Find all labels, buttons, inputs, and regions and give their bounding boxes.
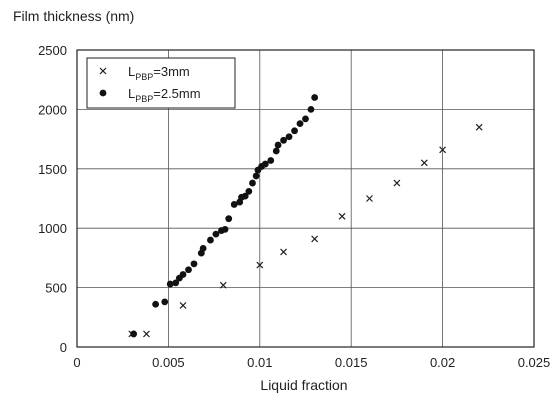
cross-point [219, 281, 227, 289]
cross-point [439, 146, 447, 154]
dot-point [280, 136, 287, 144]
y-axis-title: Film thickness (nm) [13, 8, 134, 24]
y-tick-label: 500 [45, 281, 67, 296]
dot-point [230, 201, 238, 208]
dot-point [185, 266, 192, 274]
cross-point [366, 195, 373, 202]
x-tick-label: 0.01 [247, 355, 272, 370]
legend-cross-marker [99, 67, 107, 75]
cross-point [311, 235, 319, 243]
x-tick-label: 0.005 [152, 355, 185, 370]
x-axis-title: Liquid fraction [260, 377, 347, 393]
dot-point [252, 172, 260, 180]
cross-point [280, 248, 287, 256]
dot-point [285, 133, 293, 141]
tick-labels: 0 0.005 0.01 0.015 0.02 0.025 0 500 1000 1500 2000… [38, 43, 550, 370]
y-tick-label: 2500 [38, 43, 67, 58]
dot-point [161, 298, 169, 306]
grid [77, 50, 534, 347]
dot-point [212, 230, 220, 238]
dot-point [274, 141, 282, 149]
y-tick-label: 2000 [38, 102, 67, 117]
dot-point [296, 120, 304, 128]
x-tick-label: 0 [73, 355, 80, 370]
cross-point [179, 301, 187, 309]
legend-dot-marker [99, 89, 107, 97]
dot-point [241, 192, 249, 200]
dot-point [207, 236, 214, 244]
dot-point [199, 244, 207, 252]
y-tick-label: 1500 [38, 162, 67, 177]
dot-point [225, 215, 233, 223]
cross-point [393, 179, 401, 187]
dot-point [311, 94, 319, 101]
dot-point [307, 106, 315, 113]
plot-frame [76, 49, 535, 348]
dot-point [172, 279, 180, 287]
cross-point [338, 212, 346, 220]
dot-point [245, 187, 253, 195]
dot-point [291, 127, 298, 135]
dot-point [261, 160, 269, 168]
dot-point [130, 330, 138, 338]
dot-point [179, 271, 187, 278]
dot-point [221, 225, 229, 233]
cross-point [420, 159, 428, 167]
dot-point [272, 147, 280, 155]
data-points [128, 94, 483, 338]
y-tick-label: 1000 [38, 221, 67, 236]
legend-box [86, 57, 236, 109]
x-tick-label: 0.02 [430, 355, 455, 370]
y-tick-label: 0 [60, 340, 67, 355]
dot-point [152, 300, 160, 308]
cross-point [256, 261, 264, 269]
dot-point [249, 179, 256, 187]
cross-point [475, 123, 483, 131]
x-tick-label: 0.015 [335, 355, 368, 370]
dot-point [166, 280, 174, 288]
cross-point [143, 330, 150, 338]
x-tick-label: 0.025 [518, 355, 551, 370]
dot-point [302, 115, 309, 123]
dot-point [267, 157, 275, 164]
dot-point [190, 260, 198, 268]
